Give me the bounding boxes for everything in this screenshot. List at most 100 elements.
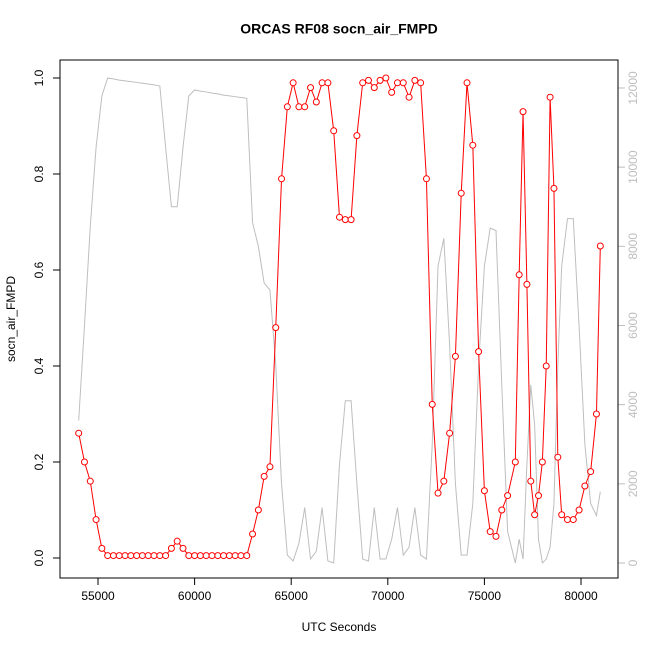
data-point: [515, 271, 523, 279]
data-point: [511, 458, 519, 466]
data-point: [237, 552, 245, 560]
data-point: [173, 537, 181, 545]
y-tick-label: 1.0: [32, 69, 46, 86]
data-point: [208, 552, 216, 560]
data-point: [301, 103, 309, 111]
data-point: [150, 552, 158, 560]
chart-title: ORCAS RF08 socn_air_FMPD: [240, 21, 438, 37]
data-point: [80, 458, 88, 466]
data-point: [469, 141, 477, 149]
y2-tick-label: 4000: [626, 391, 640, 418]
data-point: [457, 189, 465, 197]
data-point: [324, 79, 332, 87]
y-tick-label: 0.8: [32, 165, 46, 182]
y-tick-label: 0.6: [32, 261, 46, 278]
data-point: [546, 93, 554, 101]
x-tick-label: 60000: [178, 589, 212, 603]
data-point: [376, 76, 384, 84]
data-point: [243, 552, 251, 560]
data-point: [463, 79, 471, 87]
data-point: [359, 79, 367, 87]
x-tick-label: 80000: [564, 589, 598, 603]
data-point: [196, 552, 204, 560]
data-point: [330, 127, 338, 135]
data-point: [440, 477, 448, 485]
data-point: [492, 532, 500, 540]
data-point: [318, 79, 326, 87]
data-point: [538, 458, 546, 466]
data-point: [162, 552, 170, 560]
data-point: [75, 429, 83, 437]
data-point: [575, 506, 583, 514]
data-point: [295, 103, 303, 111]
data-point: [283, 103, 291, 111]
data-point: [109, 552, 117, 560]
data-point: [581, 482, 589, 490]
y2-tick-label: 6000: [626, 312, 640, 339]
data-point: [411, 76, 419, 84]
data-point: [527, 477, 535, 485]
y2-tick-label: 2000: [626, 470, 640, 497]
data-point: [563, 516, 571, 524]
x-axis-label: UTC Seconds: [302, 620, 377, 634]
x-tick-label: 65000: [275, 589, 309, 603]
data-point: [185, 552, 193, 560]
data-point: [534, 492, 542, 500]
data-point: [347, 216, 355, 224]
y-tick-label: 0.0: [32, 549, 46, 566]
data-point: [179, 544, 187, 552]
data-point: [138, 552, 146, 560]
data-point: [115, 552, 123, 560]
data-point: [289, 79, 297, 87]
plot-frame: [59, 59, 619, 579]
data-point: [341, 216, 349, 224]
data-point: [596, 242, 604, 250]
series-line: [78, 77, 601, 557]
data-point: [417, 79, 425, 87]
data-point: [254, 506, 262, 514]
x-tick-label: 55000: [81, 589, 115, 603]
data-point: [307, 84, 315, 92]
data-point: [364, 76, 372, 84]
data-point: [504, 492, 512, 500]
data-point: [202, 552, 210, 560]
data-point: [312, 98, 320, 106]
data-point: [587, 468, 595, 476]
x-tick-label: 70000: [371, 589, 405, 603]
data-point: [422, 175, 430, 183]
data-point: [475, 348, 483, 356]
data-point: [370, 84, 378, 92]
data-point: [446, 429, 454, 437]
data-point: [144, 552, 152, 560]
data-point: [382, 74, 390, 82]
data-point: [531, 511, 539, 519]
data-point: [554, 453, 562, 461]
data-point: [393, 79, 401, 87]
data-point: [121, 552, 129, 560]
data-point: [220, 552, 228, 560]
data-point: [498, 506, 506, 514]
series-line: [78, 77, 601, 565]
data-point: [278, 175, 286, 183]
data-point: [405, 93, 413, 101]
y-tick-label: 0.2: [32, 453, 46, 470]
data-point: [388, 88, 396, 96]
data-point: [133, 552, 141, 560]
data-point: [480, 487, 488, 495]
data-point: [519, 108, 527, 116]
y2-tick-label: 10000: [626, 150, 640, 184]
data-point: [86, 477, 94, 485]
data-point: [214, 552, 222, 560]
data-point: [92, 516, 100, 524]
data-point: [558, 511, 566, 519]
data-point: [225, 552, 233, 560]
data-point: [272, 324, 280, 332]
x-tick-label: 75000: [468, 589, 502, 603]
data-point: [592, 410, 600, 418]
data-point: [249, 530, 257, 538]
data-point: [486, 528, 494, 536]
data-point: [191, 552, 199, 560]
data-point: [231, 552, 239, 560]
y2-tick-label: 8000: [626, 233, 640, 260]
